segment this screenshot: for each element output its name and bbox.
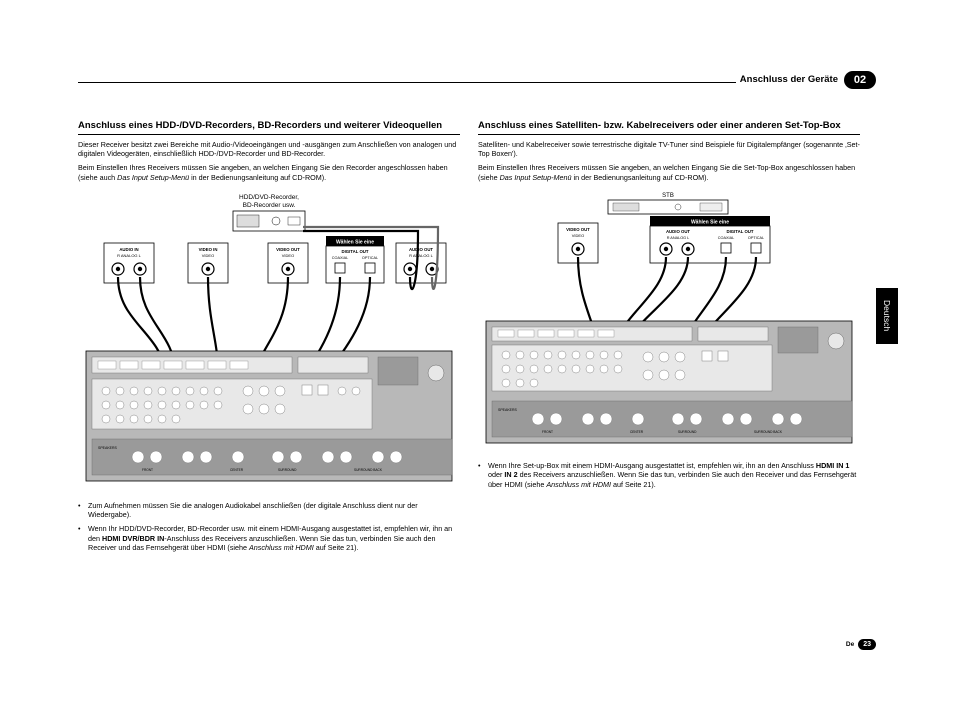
svg-text:DIGITAL OUT: DIGITAL OUT bbox=[726, 229, 753, 234]
header-rule bbox=[78, 82, 838, 83]
language-tab: Deutsch bbox=[876, 288, 898, 344]
left-column: Anschluss eines HDD-/DVD-Recorders, BD-R… bbox=[78, 120, 460, 557]
bullet-icon: • bbox=[78, 501, 88, 520]
svg-text:VIDEO OUT: VIDEO OUT bbox=[566, 227, 590, 232]
svg-text:R ANALOG L: R ANALOG L bbox=[667, 236, 690, 240]
svg-text:SURROUND BACK: SURROUND BACK bbox=[754, 430, 783, 434]
page-content: Anschluss der Geräte 02 Deutsch Anschlus… bbox=[78, 70, 876, 650]
device-label: HDD/DVD-Recorder, bbox=[239, 194, 299, 201]
svg-text:VIDEO: VIDEO bbox=[202, 253, 214, 258]
connector-box-audio-in: AUDIO IN R ANALOG L bbox=[104, 243, 154, 283]
receiver-panel: SPEAKERS FRONT CENTER SURROUND SURROUND … bbox=[486, 321, 852, 443]
bullet-list: • Wenn Ihre Set-up-Box mit einem HDMI-Au… bbox=[478, 461, 860, 490]
svg-text:SURROUND: SURROUND bbox=[278, 468, 297, 472]
connection-diagram-left: HDD/DVD-Recorder, BD-Recorder usw. AUDIO… bbox=[78, 191, 460, 491]
connection-diagram-right: STB VIDEO OUT VIDEO Wählen Sie eine bbox=[478, 191, 860, 451]
text: in der Bedienungsanleitung auf CD-ROM). bbox=[572, 173, 709, 182]
paragraph: Beim Einstellen Ihres Receivers müssen S… bbox=[478, 163, 860, 182]
section-rule bbox=[478, 134, 860, 135]
svg-text:AUDIO OUT: AUDIO OUT bbox=[666, 229, 690, 234]
paragraph: Satelliten- und Kabelreceiver sowie terr… bbox=[478, 140, 860, 159]
svg-text:STB: STB bbox=[662, 193, 674, 199]
section-title: Anschluss eines Satelliten- bzw. Kabelre… bbox=[478, 120, 860, 132]
svg-text:R ANALOG L: R ANALOG L bbox=[117, 253, 142, 258]
svg-text:SPEAKERS: SPEAKERS bbox=[98, 446, 118, 450]
paragraph: Beim Einstellen Ihres Receivers müssen S… bbox=[78, 163, 460, 182]
svg-text:OPTICAL: OPTICAL bbox=[362, 256, 378, 260]
page-footer: De 23 bbox=[846, 639, 876, 650]
bullet-icon: • bbox=[78, 524, 88, 553]
section-title: Anschluss eines HDD-/DVD-Recorders, BD-R… bbox=[78, 120, 460, 132]
text-italic: Das Input Setup-Menü bbox=[500, 173, 572, 182]
text: in der Bedienungsanleitung auf CD-ROM). bbox=[189, 173, 326, 182]
receiver-panel: SPEAKERS FRONT CENTER SURROUND SURROUND … bbox=[86, 351, 452, 481]
svg-text:AUDIO OUT: AUDIO OUT bbox=[409, 247, 433, 252]
svg-text:OPTICAL: OPTICAL bbox=[748, 236, 764, 240]
svg-text:VIDEO IN: VIDEO IN bbox=[199, 247, 218, 252]
svg-text:VIDEO: VIDEO bbox=[572, 233, 584, 238]
svg-text:CENTER: CENTER bbox=[630, 430, 644, 434]
bullet-icon: • bbox=[478, 461, 488, 490]
list-item: • Zum Aufnehmen müssen Sie die analogen … bbox=[78, 501, 460, 520]
chapter-badge: 02 bbox=[844, 71, 876, 89]
footer-page-number: 23 bbox=[858, 639, 876, 650]
header-title: Anschluss der Geräte bbox=[736, 74, 838, 87]
bullet-list: • Zum Aufnehmen müssen Sie die analogen … bbox=[78, 501, 460, 554]
footer-lang: De bbox=[846, 641, 854, 648]
bullet-text: Wenn Ihr HDD/DVD-Recorder, BD-Recorder u… bbox=[88, 524, 460, 553]
svg-text:VIDEO: VIDEO bbox=[282, 253, 294, 258]
bullet-text: Wenn Ihre Set-up-Box mit einem HDMI-Ausg… bbox=[488, 461, 860, 490]
svg-text:SURROUND BACK: SURROUND BACK bbox=[354, 468, 383, 472]
connector-box-audio-digital: Wählen Sie eine AUDIO OUT DIGITAL OUT R … bbox=[650, 216, 770, 263]
svg-text:DIGITAL OUT: DIGITAL OUT bbox=[341, 249, 368, 254]
svg-text:FRONT: FRONT bbox=[542, 430, 553, 434]
svg-text:FRONT: FRONT bbox=[142, 468, 153, 472]
connector-box-digital-out: Wählen Sie eine DIGITAL OUT COAXIAL OPTI… bbox=[326, 236, 384, 283]
text-italic: Das Input Setup-Menü bbox=[117, 173, 189, 182]
bullet-text: Zum Aufnehmen müssen Sie die analogen Au… bbox=[88, 501, 460, 520]
svg-text:Wählen Sie eine: Wählen Sie eine bbox=[336, 239, 374, 245]
svg-text:SPEAKERS: SPEAKERS bbox=[498, 408, 518, 412]
svg-text:SURROUND: SURROUND bbox=[678, 430, 697, 434]
device-label: BD-Recorder usw. bbox=[243, 202, 296, 209]
paragraph: Dieser Receiver besitzt zwei Bereiche mi… bbox=[78, 140, 460, 159]
svg-text:R ANALOG L: R ANALOG L bbox=[409, 253, 434, 258]
list-item: • Wenn Ihr HDD/DVD-Recorder, BD-Recorder… bbox=[78, 524, 460, 553]
svg-text:CENTER: CENTER bbox=[230, 468, 244, 472]
svg-text:COAXIAL: COAXIAL bbox=[332, 256, 348, 260]
list-item: • Wenn Ihre Set-up-Box mit einem HDMI-Au… bbox=[478, 461, 860, 490]
section-rule bbox=[78, 134, 460, 135]
svg-text:Wählen Sie eine: Wählen Sie eine bbox=[691, 219, 729, 225]
right-column: Anschluss eines Satelliten- bzw. Kabelre… bbox=[478, 120, 860, 494]
svg-text:COAXIAL: COAXIAL bbox=[718, 236, 734, 240]
svg-text:VIDEO OUT: VIDEO OUT bbox=[276, 247, 300, 252]
svg-text:AUDIO IN: AUDIO IN bbox=[119, 247, 138, 252]
